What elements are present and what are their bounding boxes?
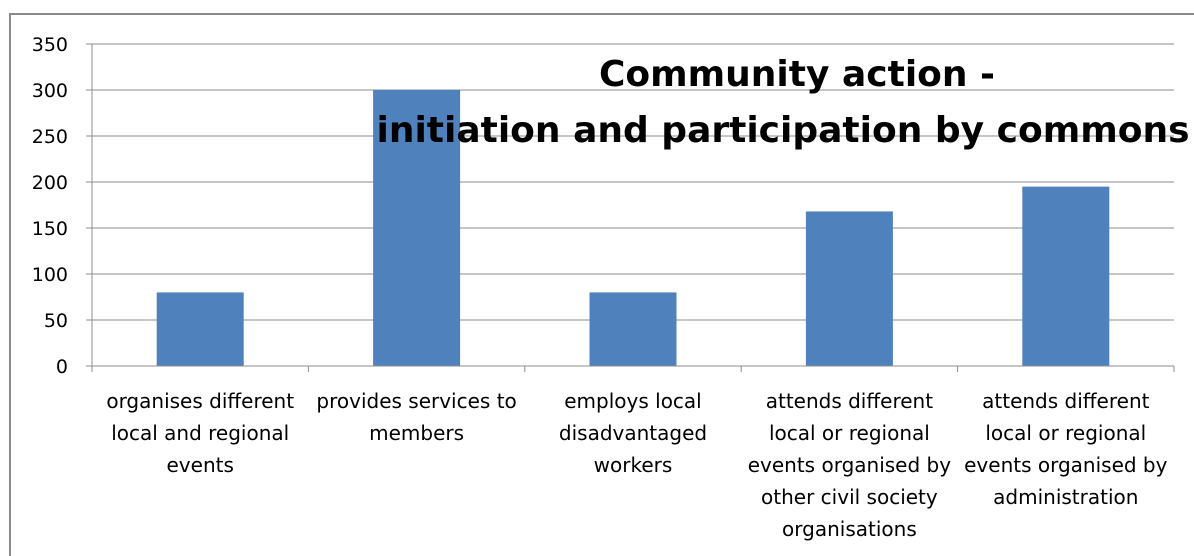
chart-title: Community action - initiation and partici… <box>376 54 1189 151</box>
chart-title-line: Community action - <box>599 54 995 95</box>
y-tick-label: 100 <box>32 264 68 286</box>
category-label: attends different local or regional events… <box>748 389 952 541</box>
y-tick-label: 200 <box>32 172 68 194</box>
chart-frame <box>9 13 1194 556</box>
y-tick-labels: 0 50 100 150 200 250 300 350 <box>32 34 68 378</box>
category-labels: organises different local and regional eve… <box>106 389 1167 541</box>
bar <box>1022 186 1110 366</box>
bars <box>156 90 1110 366</box>
bar <box>156 292 244 366</box>
y-tick-label: 250 <box>32 126 68 148</box>
y-tick-label: 150 <box>32 218 68 240</box>
chart-title-line: initiation and participation by commons <box>376 110 1189 151</box>
y-tick-label: 300 <box>32 80 68 102</box>
category-label: attends different local or regional events… <box>964 389 1168 509</box>
category-label: organises different local and regional eve… <box>106 389 294 477</box>
bar <box>373 90 461 366</box>
category-label: provides services to members <box>316 389 516 445</box>
y-tick-label: 50 <box>44 310 68 332</box>
category-label: employs local disadvantaged workers <box>559 389 707 477</box>
y-tick-label: 0 <box>56 356 68 378</box>
bar <box>805 211 893 366</box>
y-tick-label: 350 <box>32 34 68 56</box>
bar <box>589 292 677 366</box>
axes <box>86 43 1175 372</box>
